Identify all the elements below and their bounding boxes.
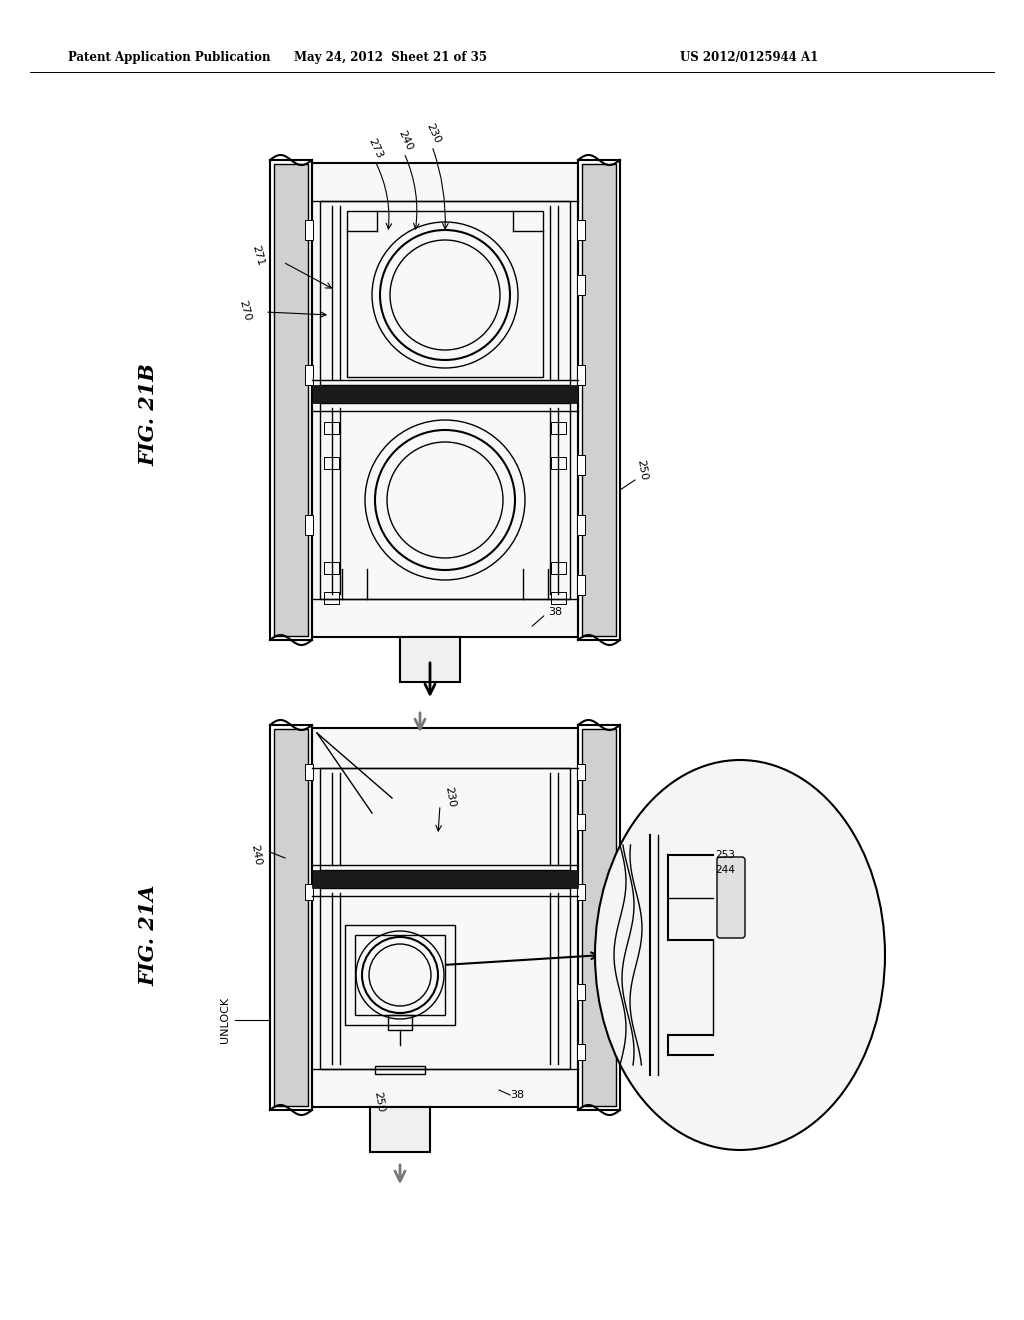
Text: 240: 240 [396,128,414,152]
Bar [305,884,313,900]
Bar [312,162,578,638]
Text: US 2012/0125944 A1: US 2012/0125944 A1 [680,51,818,65]
Bar [551,562,566,574]
Bar [324,591,339,605]
Bar [270,160,312,640]
Bar [305,220,313,240]
Bar [347,211,543,378]
Text: 250: 250 [635,459,648,482]
Bar [345,925,455,1026]
Bar [577,983,585,1001]
Bar [577,366,585,385]
Bar [319,403,570,599]
Bar [312,729,578,1107]
Bar [551,591,566,605]
Bar [324,562,339,574]
Text: 270: 270 [237,298,252,322]
Bar [577,455,585,475]
Bar [312,385,578,403]
Text: 253: 253 [715,850,735,861]
Bar [319,768,570,870]
Bar [324,457,339,469]
Bar [577,884,585,900]
Bar [577,275,585,294]
Text: 240: 240 [250,843,263,866]
Bar [400,638,460,682]
Bar [577,1044,585,1060]
Text: 230: 230 [443,785,457,808]
Text: May 24, 2012  Sheet 21 of 35: May 24, 2012 Sheet 21 of 35 [294,51,486,65]
Bar [305,366,313,385]
Text: 250: 250 [372,1090,385,1113]
Text: 230: 230 [424,121,442,145]
Bar [577,764,585,780]
Text: UNLOCK: UNLOCK [220,997,230,1043]
Bar [551,422,566,434]
Bar [319,888,570,1069]
Bar [375,1067,425,1074]
FancyBboxPatch shape [717,857,745,939]
Bar [324,422,339,434]
Bar [305,764,313,780]
Text: 273: 273 [366,136,384,160]
Bar [274,729,308,1106]
Bar [578,160,620,640]
Bar [319,201,570,385]
Bar [577,220,585,240]
Bar [582,729,616,1106]
Text: 244: 244 [715,865,735,875]
Text: 38: 38 [510,1090,524,1100]
Bar [578,725,620,1110]
Bar [577,576,585,595]
Bar [270,725,312,1110]
Text: Patent Application Publication: Patent Application Publication [68,51,270,65]
Bar [582,164,616,636]
Bar [551,457,566,469]
Bar [305,515,313,535]
Bar [370,1107,430,1152]
Text: 271: 271 [250,243,265,267]
Bar [274,164,308,636]
Bar [388,1015,412,1030]
Bar [355,935,445,1015]
Text: FIG. 21B: FIG. 21B [138,363,158,466]
Bar [577,515,585,535]
Text: FIG. 21A: FIG. 21A [138,884,158,986]
Text: 38: 38 [548,607,562,616]
Bar [577,814,585,830]
Bar [312,870,578,888]
Ellipse shape [595,760,885,1150]
